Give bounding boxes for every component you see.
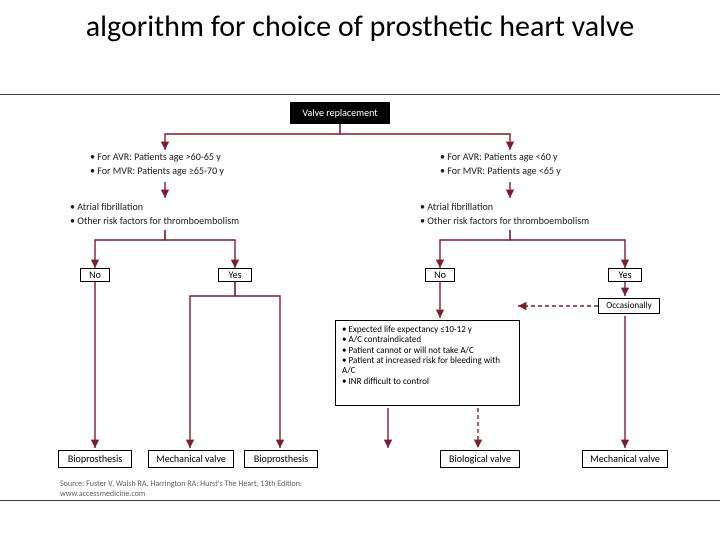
occasionally-box: Occasionally	[598, 298, 660, 314]
node-root: Valve replacement	[290, 102, 390, 124]
criteria-l4: • Patient at increased risk for bleeding…	[342, 356, 513, 377]
leaf-bioprosthesis-2: Bioprosthesis	[244, 450, 318, 468]
source-citation: Source: Fuster V, Walsh RA, Harrington R…	[60, 480, 310, 499]
left-age-l1: For AVR: Patients age >60-65 y	[90, 150, 224, 164]
left-yes-box: Yes	[218, 268, 252, 282]
criteria-box: • Expected life expectancy ≤10-12 y • A/…	[335, 320, 520, 406]
right-risk-l1: Atrial fibrillation	[420, 200, 589, 214]
right-yes-box: Yes	[608, 268, 642, 282]
left-age-criteria: For AVR: Patients age >60-65 y For MVR: …	[90, 150, 224, 177]
leaf-biological-valve: Biological valve	[440, 450, 520, 468]
right-age-l2: For MVR: Patients age <65 y	[440, 164, 561, 178]
right-risk-criteria: Atrial fibrillation Other risk factors f…	[420, 200, 589, 227]
leaf-mechanical-1: Mechanical valve	[148, 450, 234, 468]
leaf-bioprosthesis-1: Bioprosthesis	[58, 450, 132, 468]
right-age-l1: For AVR: Patients age <60 y	[440, 150, 561, 164]
leaf-mechanical-2: Mechanical valve	[582, 450, 668, 468]
divider-bottom	[0, 500, 720, 501]
right-age-criteria: For AVR: Patients age <60 y For MVR: Pat…	[440, 150, 561, 177]
left-no-box: No	[80, 268, 110, 282]
right-risk-l2: Other risk factors for thromboembolism	[420, 214, 589, 228]
right-no-box: No	[425, 268, 455, 282]
left-risk-criteria: Atrial fibrillation Other risk factors f…	[70, 200, 239, 227]
left-risk-l1: Atrial fibrillation	[70, 200, 239, 214]
left-age-l2: For MVR: Patients age ≥65-70 y	[90, 164, 224, 178]
left-risk-l2: Other risk factors for thromboembolism	[70, 214, 239, 228]
criteria-l5: • INR difficult to control	[342, 377, 513, 387]
